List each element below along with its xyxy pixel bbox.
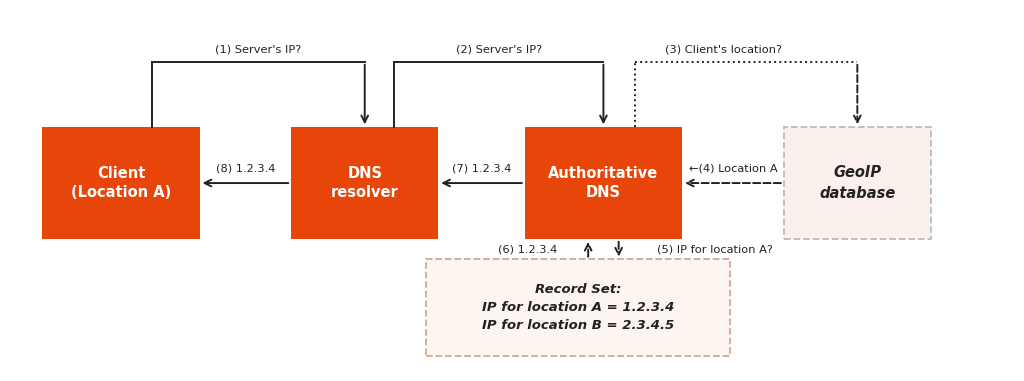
FancyBboxPatch shape <box>783 127 931 239</box>
Text: Client
(Location A): Client (Location A) <box>71 166 171 200</box>
Text: (1) Server's IP?: (1) Server's IP? <box>215 45 302 54</box>
Text: DNS
resolver: DNS resolver <box>331 166 398 200</box>
Text: ←(4) Location A: ←(4) Location A <box>688 164 777 174</box>
FancyBboxPatch shape <box>42 127 200 239</box>
Text: (3) Client's location?: (3) Client's location? <box>666 45 782 54</box>
Text: (8) 1.2.3.4: (8) 1.2.3.4 <box>216 164 275 174</box>
FancyBboxPatch shape <box>291 127 438 239</box>
Text: Record Set:
IP for location A = 1.2.3.4
IP for location B = 2.3.4.5: Record Set: IP for location A = 1.2.3.4 … <box>482 283 674 332</box>
Text: (6) 1.2.3.4: (6) 1.2.3.4 <box>498 244 557 254</box>
Text: (2) Server's IP?: (2) Server's IP? <box>456 45 542 54</box>
FancyBboxPatch shape <box>426 259 730 356</box>
Text: (5) IP for location A?: (5) IP for location A? <box>657 244 773 254</box>
Text: Authoritative
DNS: Authoritative DNS <box>548 166 658 200</box>
Text: (7) 1.2.3.4: (7) 1.2.3.4 <box>452 164 511 174</box>
Text: GeoIP
database: GeoIP database <box>819 165 895 201</box>
FancyBboxPatch shape <box>524 127 682 239</box>
